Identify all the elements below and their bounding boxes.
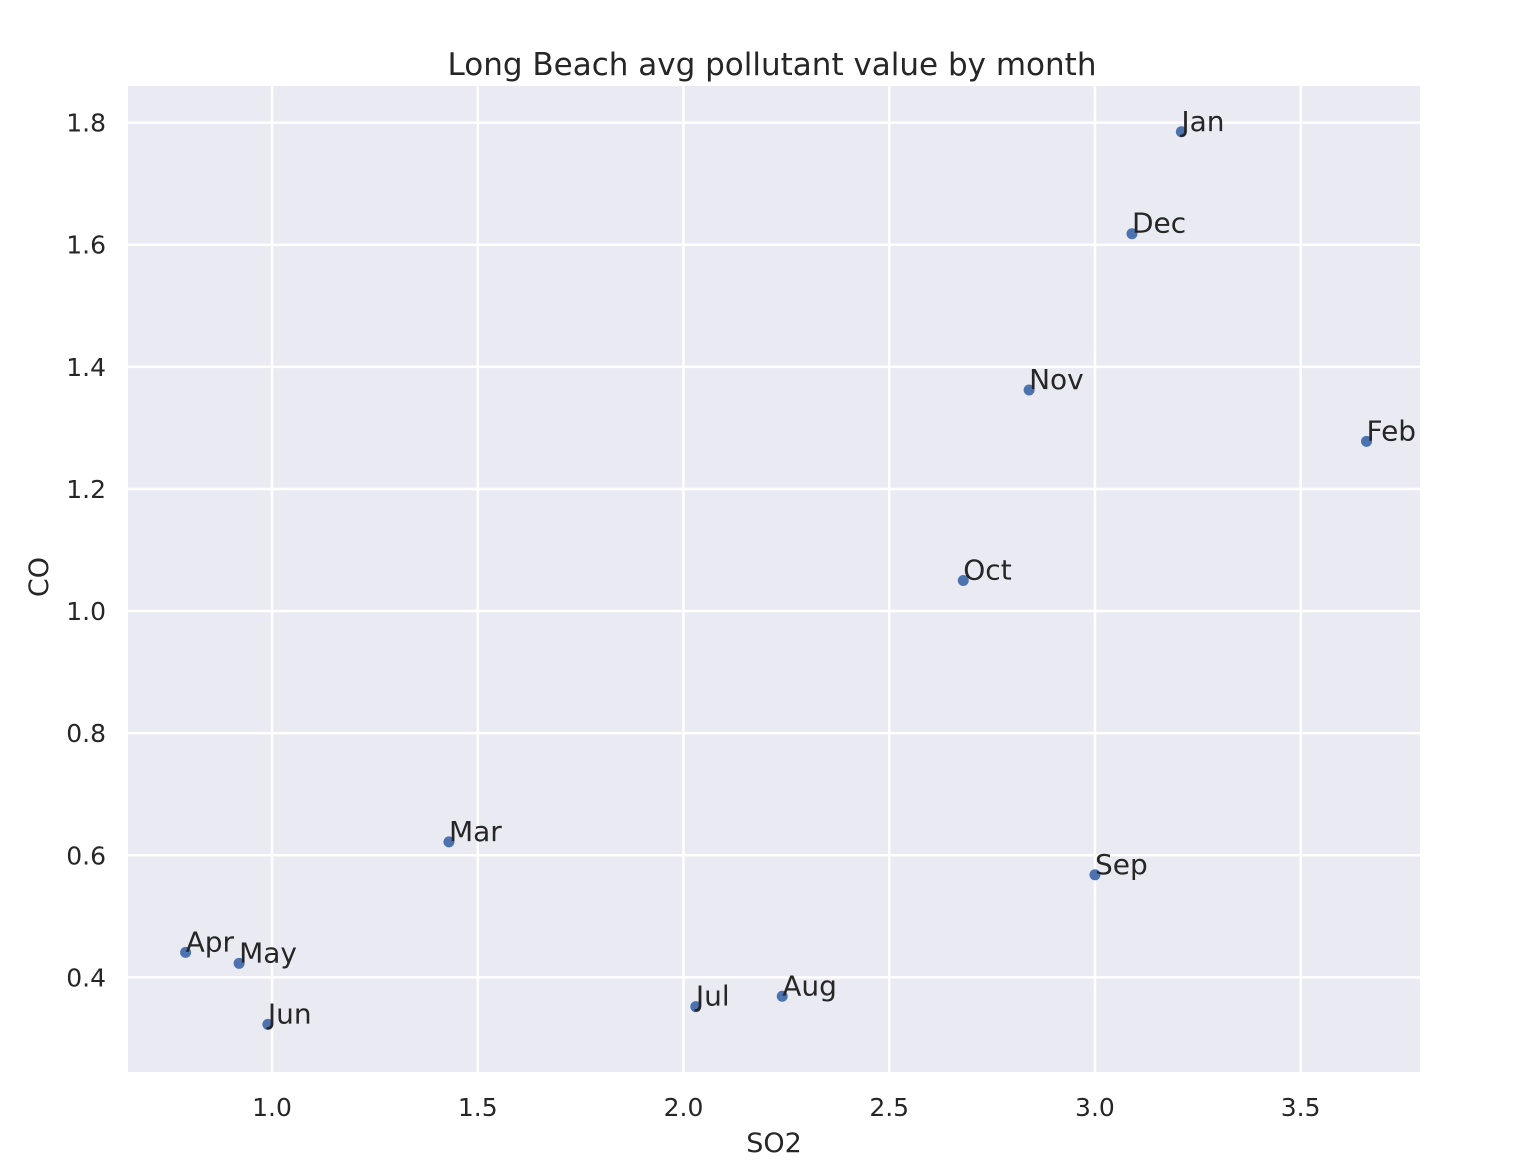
y-tick-label: 0.6 (66, 841, 106, 870)
data-point (690, 1001, 702, 1013)
data-point (1361, 435, 1373, 447)
plot-area (128, 86, 1420, 1072)
point-label: Jul (694, 980, 730, 1013)
data-point (443, 836, 455, 848)
data-point (1175, 126, 1187, 138)
y-tick-label: 0.4 (66, 963, 106, 992)
y-tick-labels: 0.4 0.6 0.8 1.0 1.2 1.4 1.6 1.8 (66, 109, 106, 993)
data-point (1126, 228, 1138, 240)
y-tick-label: 1.6 (66, 231, 106, 260)
y-axis-label: CO (24, 557, 55, 597)
point-label: Nov (1029, 363, 1084, 396)
point-label: Apr (186, 925, 235, 958)
x-tick-label: 2.5 (869, 1093, 909, 1122)
point-label: Dec (1132, 207, 1186, 240)
y-tick-label: 1.0 (66, 597, 106, 626)
x-tick-label: 3.0 (1075, 1093, 1115, 1122)
point-label: Sep (1095, 848, 1148, 881)
data-point (180, 946, 192, 958)
data-point (1089, 869, 1101, 881)
data-point (233, 957, 245, 969)
data-point (957, 575, 969, 587)
y-tick-label: 0.8 (66, 719, 106, 748)
data-points: Jan Feb Mar Apr May Jun Jul Aug Sep Oct Nov Dec (180, 105, 1417, 1030)
data-point (1023, 384, 1035, 396)
point-label: May (239, 936, 297, 969)
x-tick-labels: 1.0 1.5 2.0 2.5 3.0 3.5 (252, 1093, 1320, 1122)
x-axis-label: SO2 (746, 1128, 802, 1159)
point-label: Oct (963, 554, 1011, 587)
y-tick-label: 1.2 (66, 475, 106, 504)
data-point (262, 1018, 274, 1030)
y-tick-label: 1.4 (66, 353, 106, 382)
point-label: Feb (1367, 414, 1417, 447)
y-tick-label: 1.8 (66, 109, 106, 138)
point-label: Mar (449, 815, 502, 848)
point-label: Aug (782, 969, 837, 1002)
x-tick-label: 2.0 (664, 1093, 704, 1122)
point-label: Jun (266, 997, 312, 1030)
x-tick-label: 1.5 (458, 1093, 498, 1122)
x-tick-label: 3.5 (1281, 1093, 1321, 1122)
x-tick-label: 1.0 (252, 1093, 292, 1122)
data-point (776, 990, 788, 1002)
grid-lines (128, 86, 1420, 1072)
chart-title: Long Beach avg pollutant value by month (448, 47, 1097, 83)
point-label: Jan (1179, 105, 1224, 138)
